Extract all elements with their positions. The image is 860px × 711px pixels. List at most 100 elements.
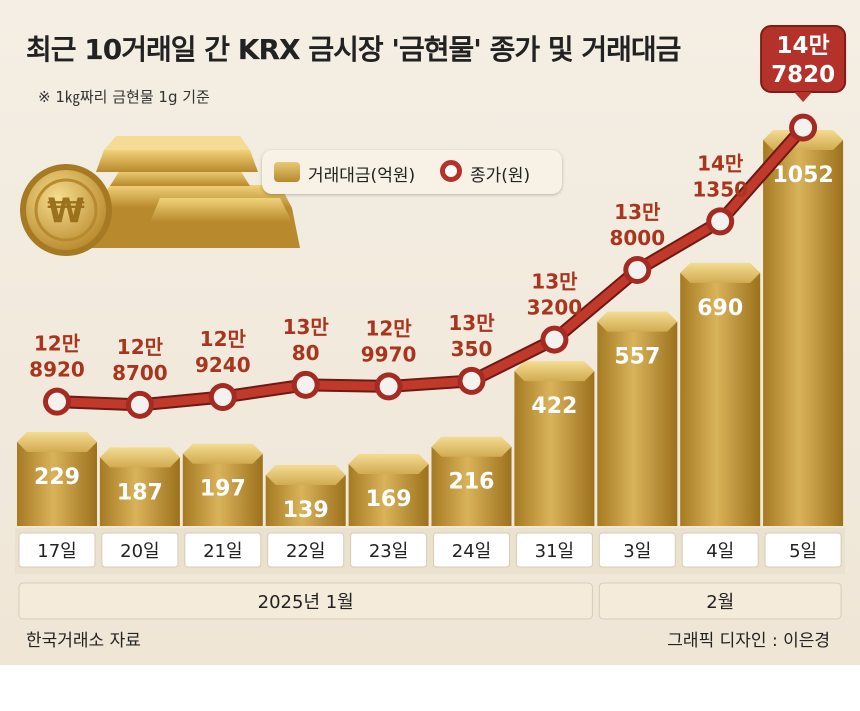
price-label-bottom: 9970	[361, 342, 417, 366]
day-label-box	[350, 532, 428, 568]
bar: 139	[265, 464, 346, 526]
day-label: 23일	[369, 541, 408, 562]
line-series: 12만892012만870012만924013만8012만997013만3501…	[29, 25, 847, 419]
price-point	[545, 330, 564, 349]
price-point	[213, 388, 232, 407]
bar-top	[265, 464, 346, 485]
bar-top	[99, 447, 180, 468]
bar: 422	[514, 361, 595, 526]
bar: 1052	[763, 130, 844, 526]
price-point	[628, 261, 647, 279]
bar: 197	[182, 443, 263, 526]
day-label-box	[598, 532, 676, 568]
price-point	[711, 212, 730, 231]
bar-top	[514, 361, 595, 382]
price-label-bottom: 8000	[609, 226, 665, 250]
day-label: 17일	[37, 541, 76, 562]
price-label-bottom: 8700	[112, 361, 168, 385]
price-label-top: 14만	[697, 151, 744, 175]
price-label-top: 13만	[614, 200, 661, 224]
bar-top	[431, 436, 512, 457]
month-label: 2월	[706, 592, 734, 613]
price-label-top: 12만	[117, 335, 164, 359]
bar-series: 229 187 197 139 169 216 422 557 690 1052	[17, 130, 844, 526]
price-label-top: 13만	[448, 311, 495, 335]
svg-text:₩: ₩	[47, 191, 85, 231]
day-label: 24일	[452, 541, 491, 562]
bar-value-label: 557	[614, 345, 660, 370]
bar-body	[348, 463, 429, 526]
day-label: 21일	[203, 541, 242, 562]
price-point	[794, 118, 813, 137]
price-label-top: 12만	[200, 327, 247, 351]
bar-body	[597, 321, 678, 526]
bar-value-label: 197	[200, 477, 246, 502]
month-label-row: 2025년 1월 2월	[18, 582, 842, 620]
legend-line-label: 종가(원)	[470, 166, 531, 186]
bar-value-label: 139	[283, 498, 329, 523]
bar: 169	[348, 453, 429, 526]
bar-body	[680, 272, 761, 526]
price-point	[296, 375, 315, 394]
price-label-top: 13만	[531, 270, 578, 294]
bar-top	[680, 262, 761, 283]
bar-body	[763, 140, 844, 526]
won-coin-icon: ₩	[20, 164, 112, 256]
price-label-bottom: 9240	[195, 353, 251, 377]
chart-subtitle: ※ 1㎏짜리 금현물 1g 기준	[38, 88, 210, 106]
chart-legend: 거래대금(억원) 종가(원)	[262, 150, 562, 194]
day-label-box	[433, 532, 510, 568]
day-label: 20일	[120, 541, 159, 562]
month-band	[18, 582, 593, 620]
callout-pointer	[794, 92, 813, 102]
legend-line-swatch	[440, 160, 462, 182]
bar-top	[597, 311, 678, 332]
bar: 229	[17, 431, 97, 526]
price-point	[462, 371, 481, 390]
price-label-bottom: 80	[292, 341, 320, 365]
bar-value-label: 422	[531, 394, 577, 419]
month-label: 2025년 1월	[258, 592, 354, 613]
gold-ingots-illustration	[90, 136, 300, 248]
price-point	[48, 392, 66, 411]
bar-body	[182, 453, 263, 526]
price-label-bottom: 350	[451, 337, 493, 361]
bar-body	[514, 371, 595, 526]
day-label-box	[681, 532, 759, 568]
design-credit: 그래픽 디자인 : 이은경	[667, 631, 830, 651]
day-label: 4일	[706, 541, 734, 562]
bar-body	[431, 446, 512, 526]
day-label-box	[18, 532, 96, 568]
day-label-box	[184, 532, 262, 568]
day-label: 31일	[535, 541, 574, 562]
day-label: 5일	[789, 541, 817, 562]
price-label-bottom: 8920	[29, 358, 85, 382]
bar: 690	[680, 262, 761, 526]
price-label-bottom: 1350	[692, 177, 748, 201]
price-label-top: 12만	[365, 316, 412, 340]
bar-value-label: 1052	[772, 163, 833, 188]
day-label-box	[101, 532, 179, 568]
legend-bar-label: 거래대금(억원)	[308, 166, 416, 186]
source-note: 한국거래소 자료	[26, 631, 141, 651]
bar-value-label: 690	[697, 296, 743, 321]
price-label-bottom: 3200	[527, 296, 583, 320]
bar: 557	[597, 311, 678, 526]
latest-price-label-bottom: 7820	[771, 62, 835, 88]
bar-value-label: 187	[117, 480, 163, 505]
chart-canvas: ₩ 229 187 197 139 169 216 422 557 690 1052 17일 20일…	[15, 25, 847, 620]
legend-bar-swatch	[274, 162, 300, 182]
chart-title: 최근 10거래일 간 KRX 금시장 '금현물' 종가 및 거래대금	[26, 33, 681, 66]
chart-card: 최근 10거래일 간 KRX 금시장 '금현물' 종가 및 거래대금 ※ 1㎏짜…	[0, 0, 860, 665]
day-label-box	[515, 532, 593, 568]
bar-value-label: 169	[366, 487, 412, 512]
bar-value-label: 229	[34, 465, 80, 490]
bar-body	[99, 457, 180, 526]
bar-body	[17, 441, 97, 526]
bar-top	[348, 453, 429, 474]
bar: 216	[431, 436, 512, 526]
latest-price-label-top: 14만	[777, 33, 830, 59]
day-label: 3일	[623, 541, 651, 562]
price-point	[130, 395, 149, 414]
bar-value-label: 216	[449, 470, 495, 495]
